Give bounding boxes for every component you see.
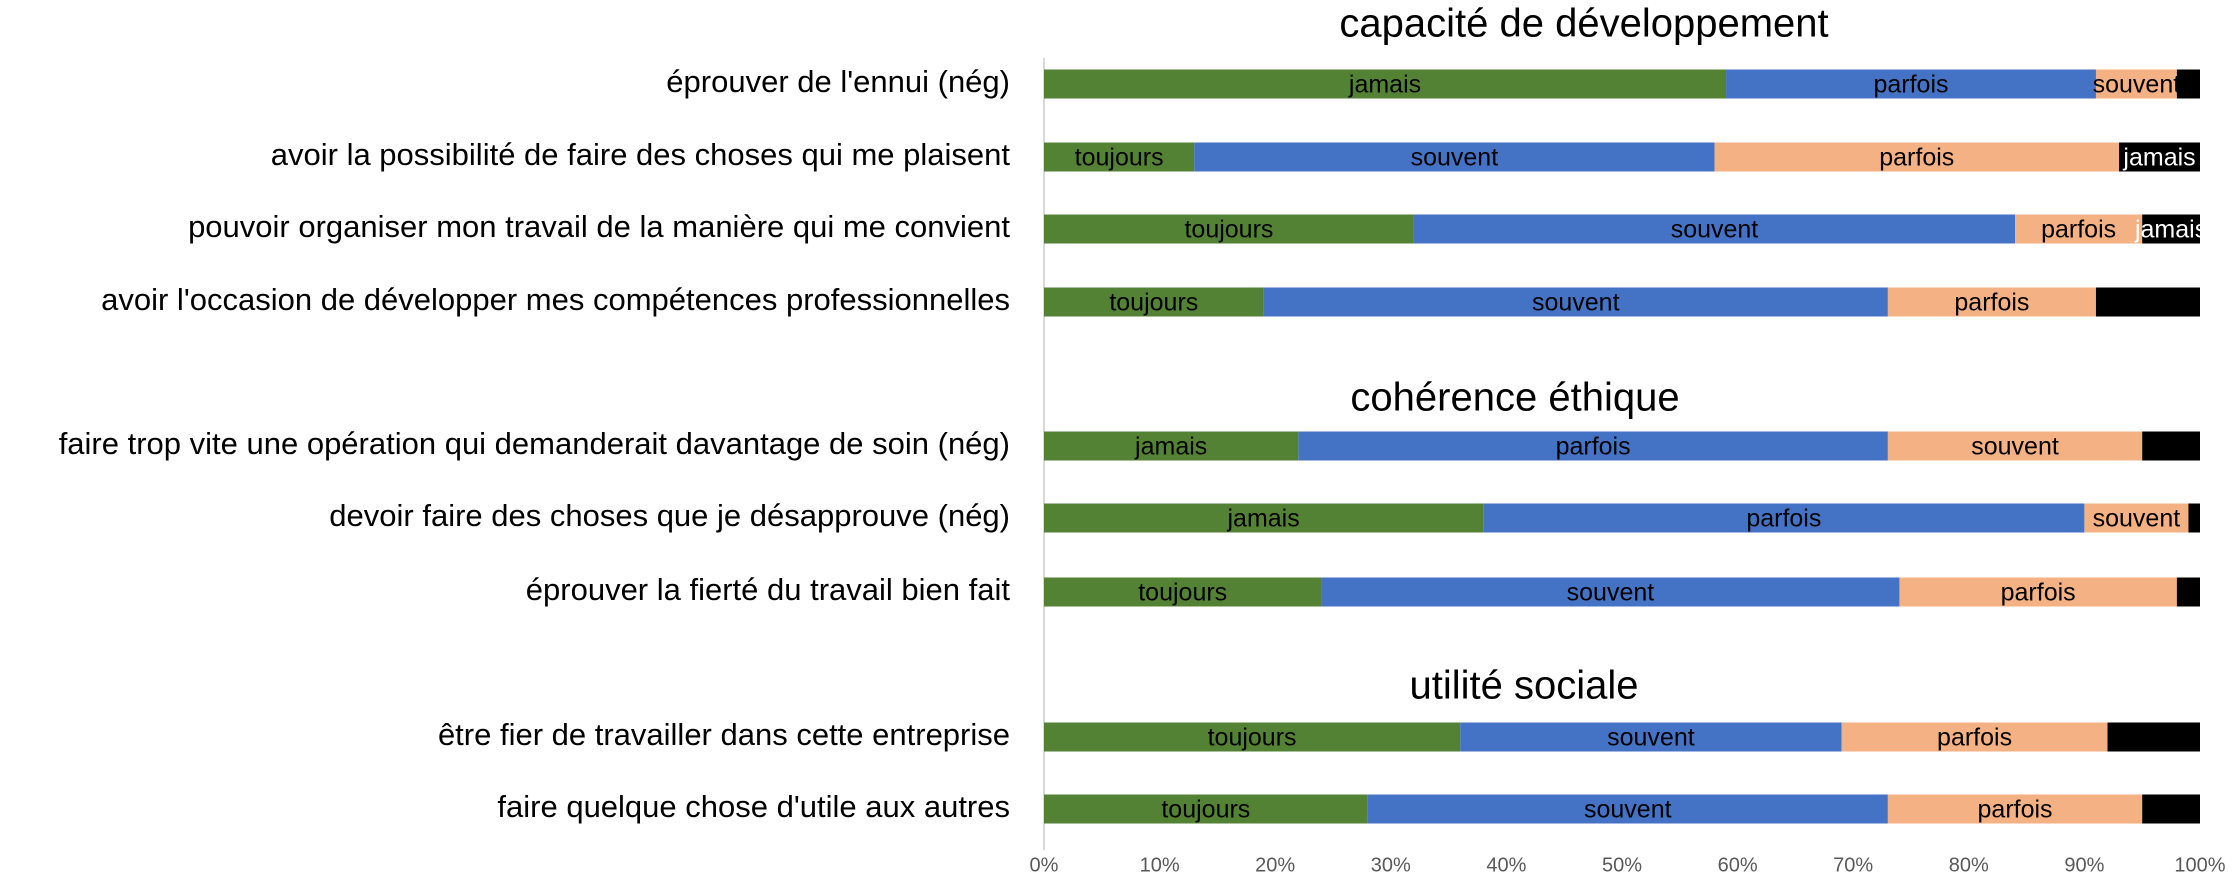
group-title: capacité de développement <box>1339 2 1828 46</box>
bar-segment <box>1044 142 1195 172</box>
segment-label: parfois <box>1978 796 2053 824</box>
x-tick-label: 60% <box>1718 854 1758 876</box>
bar-segment <box>1044 287 1264 317</box>
segment-label: parfois <box>1873 71 1948 99</box>
group-title: utilité sociale <box>1409 664 1638 708</box>
bar-segment <box>2188 503 2200 533</box>
segment-label: parfois <box>1954 289 2029 317</box>
bar-segment <box>1321 577 1900 607</box>
bar-segment <box>1044 214 1414 244</box>
segment-label: parfois <box>2041 216 2116 244</box>
bar-segment <box>1044 69 1727 99</box>
x-tick-label: 30% <box>1371 854 1411 876</box>
bar-segment <box>2107 722 2200 752</box>
bar-segment <box>1413 214 2016 244</box>
segment-label: toujours <box>1109 289 1198 317</box>
bar-segment <box>1887 431 2143 461</box>
bar-segment <box>1194 142 1715 172</box>
bar-segment <box>1367 794 1888 824</box>
segment-label: toujours <box>1208 724 1297 752</box>
category-label: avoir l'occasion de développer mes compé… <box>101 282 1010 317</box>
x-tick-label: 10% <box>1140 854 1180 876</box>
x-tick-label: 0% <box>1030 854 1059 876</box>
bar-segment <box>1726 69 2096 99</box>
x-tick-label: 20% <box>1255 854 1295 876</box>
bar-segment <box>2176 577 2200 607</box>
bar-segment <box>1044 722 1461 752</box>
segment-label: jamais <box>1134 433 1207 461</box>
x-tick-label: 90% <box>2064 854 2104 876</box>
bar-segment <box>1899 577 2177 607</box>
segment-label: souvent <box>1584 796 1672 824</box>
x-tick-label: 100% <box>2174 854 2225 876</box>
segment-label: souvent <box>1411 144 1499 172</box>
segment-label: jamais <box>2122 144 2195 172</box>
segment-label: toujours <box>1161 796 1250 824</box>
segment-label: jamais <box>2134 216 2207 244</box>
segment-label: toujours <box>1184 216 1273 244</box>
bar-segment <box>1887 287 2096 317</box>
segment-label: souvent <box>1607 724 1695 752</box>
segment-label: souvent <box>1671 216 1759 244</box>
segment-label: jamais <box>1348 71 1421 99</box>
bar-segment <box>2142 794 2200 824</box>
segment-label: toujours <box>1075 144 1164 172</box>
category-label: faire trop vite une opération qui demand… <box>59 426 1010 461</box>
x-tick-label: 70% <box>1833 854 1873 876</box>
bar-segment <box>1044 431 1299 461</box>
bar-segment <box>1044 577 1322 607</box>
category-label: être fier de travailler dans cette entre… <box>438 717 1010 752</box>
segment-label: souvent <box>2093 71 2181 99</box>
bar-segment <box>2095 69 2177 99</box>
bar-segment <box>1298 431 1888 461</box>
segment-label: souvent <box>1567 579 1655 607</box>
segment-label: souvent <box>1532 289 1620 317</box>
bar-segment <box>1044 794 1368 824</box>
bar-segment <box>2176 69 2200 99</box>
category-label: avoir la possibilité de faire des choses… <box>271 137 1011 172</box>
x-tick-label: 80% <box>1949 854 1989 876</box>
category-label: éprouver la fierté du travail bien fait <box>526 572 1011 607</box>
segment-label: parfois <box>1746 505 1821 533</box>
bar-segment <box>2119 142 2200 172</box>
x-tick-label: 50% <box>1602 854 1642 876</box>
bar-segment <box>2142 431 2200 461</box>
bar-segment <box>2084 503 2189 533</box>
segment-label: souvent <box>2093 505 2181 533</box>
group-title: cohérence éthique <box>1350 376 1679 420</box>
bar-segment <box>2015 214 2143 244</box>
bar-segment <box>1483 503 2085 533</box>
bar-segment <box>1263 287 1888 317</box>
segment-label: toujours <box>1138 579 1227 607</box>
segment-label: jamais <box>1227 505 1300 533</box>
bar-segment <box>1460 722 1842 752</box>
bar-segment <box>1887 794 2143 824</box>
segment-label: parfois <box>1937 724 2012 752</box>
x-tick-label: 40% <box>1486 854 1526 876</box>
bar-segment <box>1841 722 2108 752</box>
segment-label: parfois <box>1879 144 1954 172</box>
segment-label: parfois <box>1556 433 1631 461</box>
bar-segment <box>2095 287 2200 317</box>
category-label: éprouver de l'ennui (nég) <box>666 64 1010 99</box>
category-label: pouvoir organiser mon travail de la mani… <box>188 209 1010 244</box>
bar-segment <box>1044 503 1484 533</box>
category-label: devoir faire des choses que je désapprou… <box>329 498 1010 533</box>
bar-segment <box>2142 214 2200 244</box>
bar-segment <box>1714 142 2120 172</box>
category-label: faire quelque chose d'utile aux autres <box>497 789 1010 824</box>
segment-label: parfois <box>2001 579 2076 607</box>
segment-label: souvent <box>1971 433 2059 461</box>
